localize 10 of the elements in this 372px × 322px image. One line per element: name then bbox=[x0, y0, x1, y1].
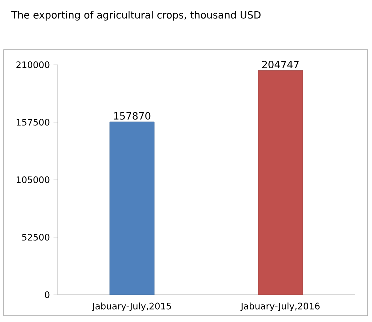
y-tick-label: 210000 bbox=[16, 62, 50, 68]
y-tick-label: 105000 bbox=[16, 176, 50, 184]
y-tick-label: 0 bbox=[45, 292, 50, 298]
data-label: 157870 bbox=[114, 112, 151, 120]
chart-title: The exporting of agricultural crops, thousand USD bbox=[11, 11, 261, 21]
data-label: 204747 bbox=[262, 61, 299, 69]
y-tick-label: 52500 bbox=[22, 234, 50, 241]
x-tick-label: Jabuary-July,2016 bbox=[240, 302, 320, 312]
y-tick-label: 157500 bbox=[16, 119, 50, 126]
x-tick-label: Jabuary-July,2015 bbox=[92, 302, 172, 312]
